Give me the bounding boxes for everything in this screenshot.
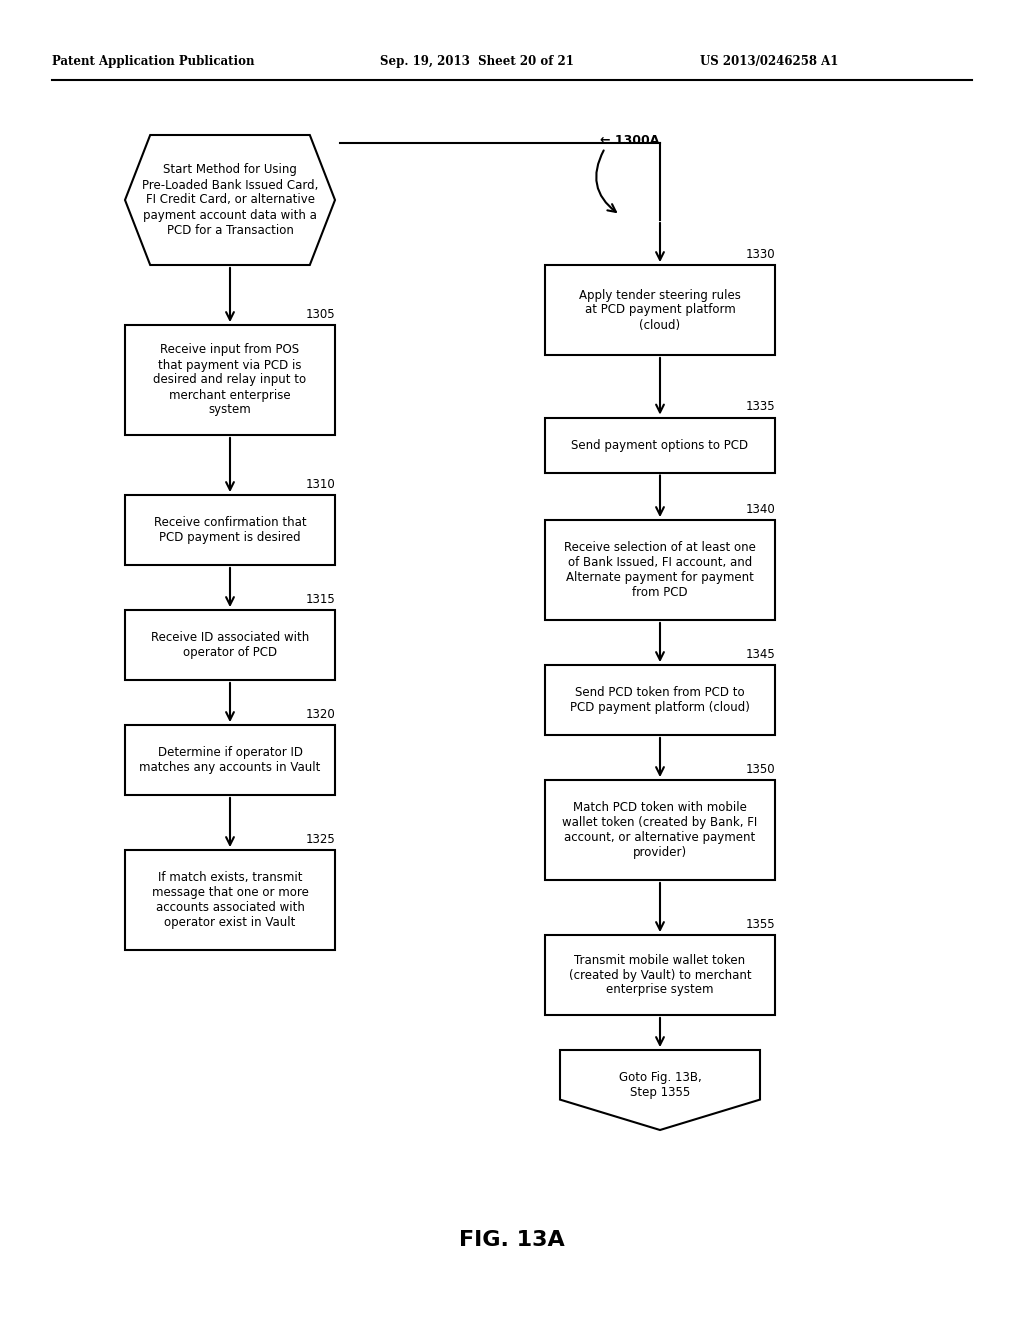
Text: Receive input from POS
that payment via PCD is
desired and relay input to
mercha: Receive input from POS that payment via …: [154, 343, 306, 417]
FancyBboxPatch shape: [545, 417, 775, 473]
Text: If match exists, transmit
message that one or more
accounts associated with
oper: If match exists, transmit message that o…: [152, 871, 308, 929]
FancyBboxPatch shape: [125, 725, 335, 795]
Text: ← 1300A: ← 1300A: [600, 133, 659, 147]
Text: Send payment options to PCD: Send payment options to PCD: [571, 438, 749, 451]
FancyBboxPatch shape: [125, 495, 335, 565]
Text: 1315: 1315: [305, 593, 335, 606]
Text: Match PCD token with mobile
wallet token (created by Bank, FI
account, or altern: Match PCD token with mobile wallet token…: [562, 801, 758, 859]
Text: Receive ID associated with
operator of PCD: Receive ID associated with operator of P…: [151, 631, 309, 659]
FancyBboxPatch shape: [545, 780, 775, 880]
Text: Receive confirmation that
PCD payment is desired: Receive confirmation that PCD payment is…: [154, 516, 306, 544]
Text: Determine if operator ID
matches any accounts in Vault: Determine if operator ID matches any acc…: [139, 746, 321, 774]
Text: Patent Application Publication: Patent Application Publication: [52, 55, 255, 69]
Text: 1310: 1310: [305, 478, 335, 491]
Text: FIG. 13A: FIG. 13A: [459, 1230, 565, 1250]
Text: Start Method for Using
Pre-Loaded Bank Issued Card,
FI Credit Card, or alternati: Start Method for Using Pre-Loaded Bank I…: [141, 164, 318, 236]
FancyBboxPatch shape: [125, 325, 335, 436]
Text: Sep. 19, 2013  Sheet 20 of 21: Sep. 19, 2013 Sheet 20 of 21: [380, 55, 573, 69]
Text: 1325: 1325: [305, 833, 335, 846]
Text: 1350: 1350: [745, 763, 775, 776]
FancyBboxPatch shape: [545, 665, 775, 735]
Text: Transmit mobile wallet token
(created by Vault) to merchant
enterprise system: Transmit mobile wallet token (created by…: [568, 953, 752, 997]
Text: Apply tender steering rules
at PCD payment platform
(cloud): Apply tender steering rules at PCD payme…: [579, 289, 741, 331]
FancyBboxPatch shape: [545, 265, 775, 355]
Text: 1320: 1320: [305, 708, 335, 721]
Text: Goto Fig. 13B,
Step 1355: Goto Fig. 13B, Step 1355: [618, 1072, 701, 1100]
FancyBboxPatch shape: [125, 610, 335, 680]
Text: 1340: 1340: [745, 503, 775, 516]
Polygon shape: [560, 1049, 760, 1130]
Text: Receive selection of at least one
of Bank Issued, FI account, and
Alternate paym: Receive selection of at least one of Ban…: [564, 541, 756, 599]
Text: 1355: 1355: [745, 917, 775, 931]
Text: Send PCD token from PCD to
PCD payment platform (cloud): Send PCD token from PCD to PCD payment p…: [570, 686, 750, 714]
Text: 1335: 1335: [745, 400, 775, 413]
Text: 1330: 1330: [745, 248, 775, 261]
Text: 1305: 1305: [305, 308, 335, 321]
FancyBboxPatch shape: [125, 850, 335, 950]
Text: 1345: 1345: [745, 648, 775, 661]
FancyBboxPatch shape: [545, 520, 775, 620]
Text: US 2013/0246258 A1: US 2013/0246258 A1: [700, 55, 839, 69]
Polygon shape: [125, 135, 335, 265]
FancyBboxPatch shape: [545, 935, 775, 1015]
